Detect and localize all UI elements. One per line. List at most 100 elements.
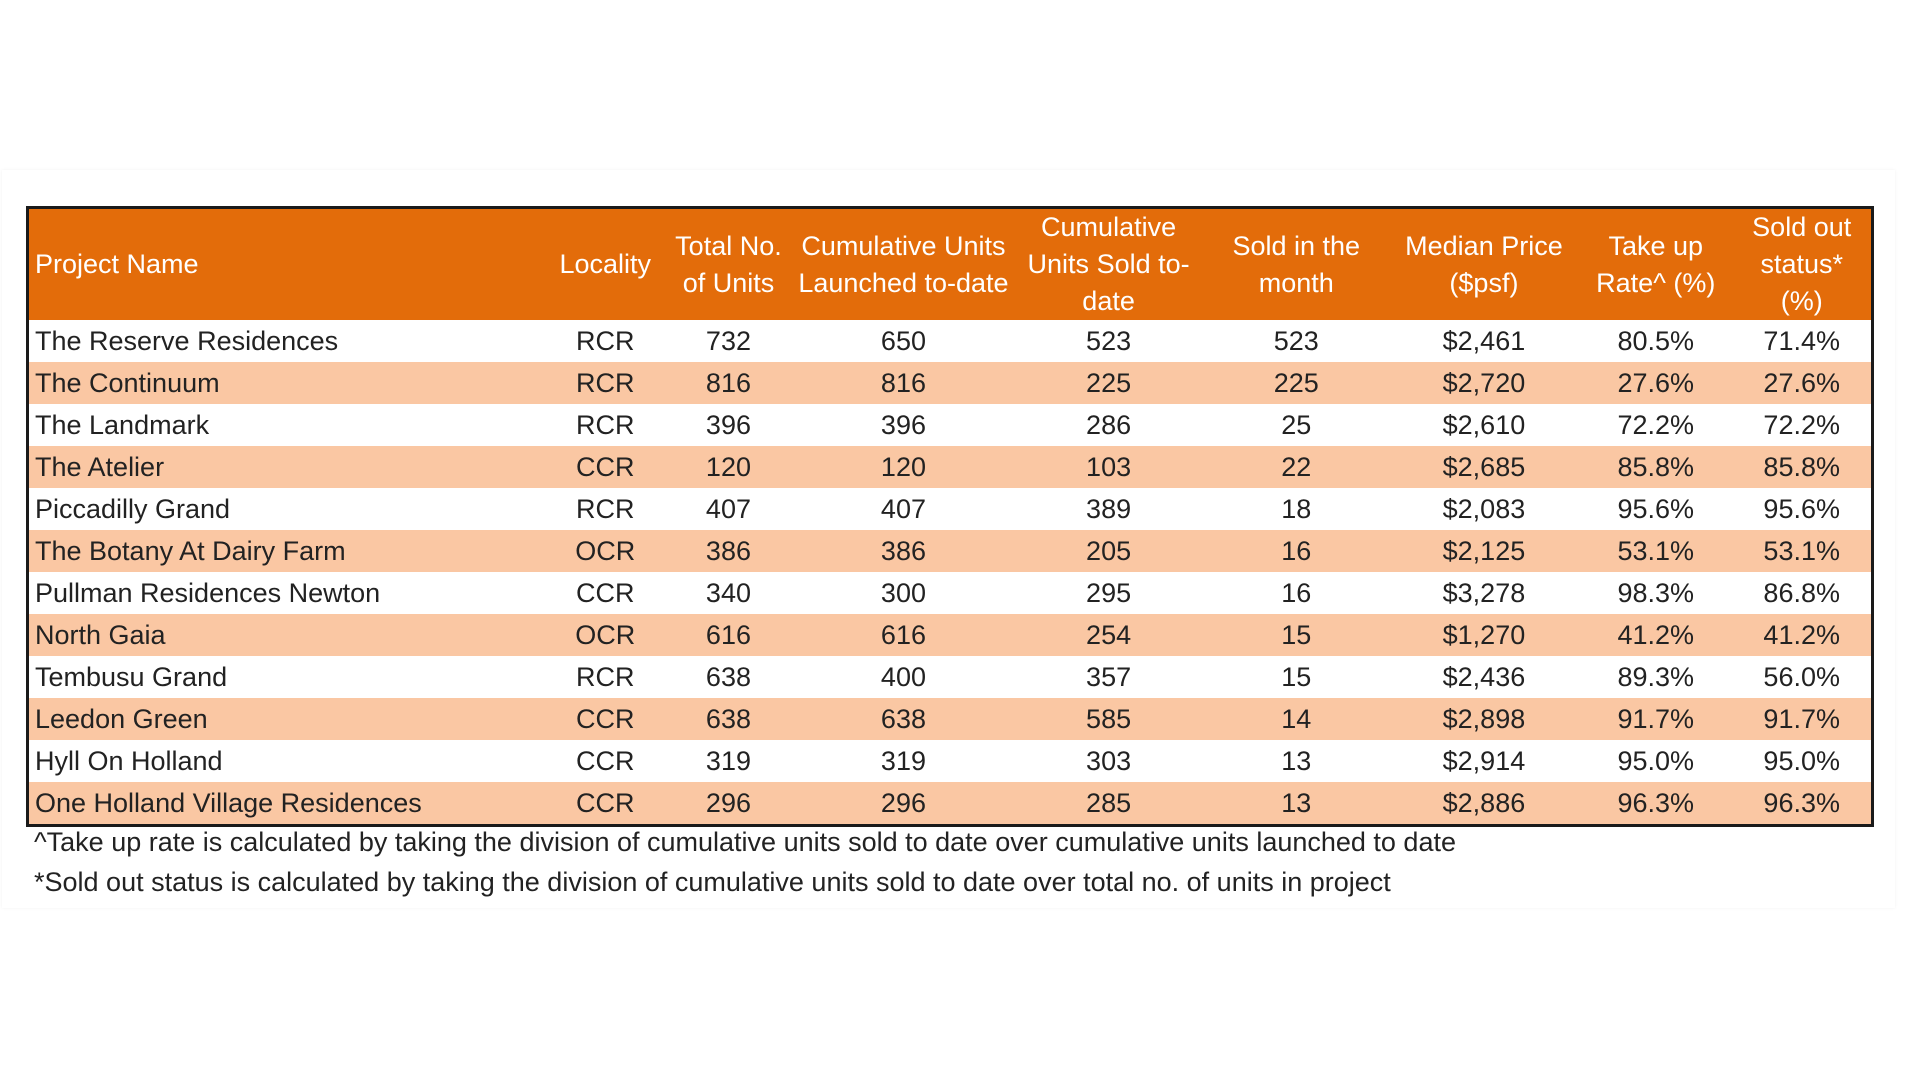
col-header-sold-in-month: Sold in the month xyxy=(1232,230,1361,298)
cell-locality: CCR xyxy=(576,787,635,818)
cell-sold-out-status: 95.0% xyxy=(1763,745,1840,776)
table-row: North Gaia OCR 616 616 254 15 $1,270 41.2% 41.2% xyxy=(29,614,1871,656)
data-table-frame: Project Name Locality Total No. of Units… xyxy=(26,206,1874,827)
cell-locality: CCR xyxy=(576,577,635,608)
cell-sold-out-status: 86.8% xyxy=(1763,577,1840,608)
cell-project-name: North Gaia xyxy=(35,619,166,650)
cell-total-units: 319 xyxy=(705,745,751,776)
cell-sold-out-status: 96.3% xyxy=(1763,787,1840,818)
table-row: Pullman Residences Newton CCR 340 300 295 16 $… xyxy=(29,572,1871,614)
cell-cumulative-launched: 396 xyxy=(880,409,926,440)
table-row: Hyll On Holland CCR 319 319 303 13 $2,914 95.0%… xyxy=(29,740,1871,782)
cell-median-price: $2,436 xyxy=(1442,661,1526,692)
col-header-total-units: Total No. of Units xyxy=(675,230,782,298)
cell-sold-out-status: 27.6% xyxy=(1763,367,1840,398)
cell-locality: OCR xyxy=(575,535,636,566)
cell-median-price: $2,610 xyxy=(1442,409,1526,440)
cell-sold-in-month: 18 xyxy=(1281,493,1312,524)
cell-take-up-rate: 27.6% xyxy=(1617,367,1695,398)
cell-locality: CCR xyxy=(576,451,635,482)
cell-cumulative-sold: 523 xyxy=(1086,325,1132,356)
footnote-sold-out-status: *Sold out status is calculated by taking… xyxy=(34,867,1391,897)
cell-total-units: 296 xyxy=(705,787,751,818)
cell-take-up-rate: 85.8% xyxy=(1617,451,1695,482)
footnote-take-up-rate: ^Take up rate is calculated by taking th… xyxy=(34,827,1456,857)
cell-total-units: 120 xyxy=(705,451,751,482)
cell-sold-in-month: 16 xyxy=(1281,577,1312,608)
cell-median-price: $2,083 xyxy=(1442,493,1526,524)
cell-median-price: $3,278 xyxy=(1442,577,1526,608)
cell-locality: RCR xyxy=(576,367,635,398)
table-row: The Atelier CCR 120 120 103 22 $2,685 85.8% 85.8… xyxy=(29,446,1871,488)
cell-take-up-rate: 89.3% xyxy=(1617,661,1695,692)
cell-sold-out-status: 41.2% xyxy=(1763,619,1840,650)
table-row: The Reserve Residences RCR 732 650 523 523 $2,… xyxy=(29,320,1871,362)
cell-take-up-rate: 95.6% xyxy=(1617,493,1695,524)
cell-sold-in-month: 523 xyxy=(1273,325,1319,356)
cell-cumulative-launched: 400 xyxy=(880,661,926,692)
cell-take-up-rate: 80.5% xyxy=(1617,325,1695,356)
cell-median-price: $2,461 xyxy=(1442,325,1526,356)
col-header-locality: Locality xyxy=(559,249,652,279)
cell-cumulative-launched: 300 xyxy=(880,577,926,608)
cell-cumulative-sold: 225 xyxy=(1086,367,1132,398)
table-row: One Holland Village Residences CCR 296 296 2… xyxy=(29,782,1871,824)
cell-sold-out-status: 95.6% xyxy=(1763,493,1840,524)
cell-total-units: 732 xyxy=(705,325,751,356)
cell-cumulative-launched: 120 xyxy=(880,451,926,482)
cell-median-price: $2,886 xyxy=(1442,787,1526,818)
cell-cumulative-sold: 286 xyxy=(1086,409,1132,440)
cell-cumulative-launched: 616 xyxy=(880,619,926,650)
cell-sold-out-status: 72.2% xyxy=(1763,409,1840,440)
cell-project-name: Leedon Green xyxy=(35,703,208,734)
cell-take-up-rate: 96.3% xyxy=(1617,787,1695,818)
table-body: The Reserve Residences RCR 732 650 523 523 $2,… xyxy=(29,320,1871,824)
cell-total-units: 386 xyxy=(705,535,751,566)
cell-locality: RCR xyxy=(576,409,635,440)
cell-median-price: $1,270 xyxy=(1442,619,1526,650)
cell-project-name: Piccadilly Grand xyxy=(35,493,231,524)
cell-median-price: $2,125 xyxy=(1442,535,1526,566)
cell-cumulative-launched: 407 xyxy=(880,493,926,524)
cell-project-name: The Botany At Dairy Farm xyxy=(35,535,346,566)
cell-cumulative-sold: 295 xyxy=(1086,577,1132,608)
cell-locality: OCR xyxy=(575,619,636,650)
cell-cumulative-sold: 303 xyxy=(1086,745,1132,776)
cell-median-price: $2,720 xyxy=(1442,367,1526,398)
table-row: Leedon Green CCR 638 638 585 14 $2,898 91.7% 91.… xyxy=(29,698,1871,740)
col-header-cumulative-sold: Cumulative Units Sold to-date xyxy=(1027,212,1190,316)
cell-take-up-rate: 91.7% xyxy=(1617,703,1695,734)
cell-median-price: $2,685 xyxy=(1442,451,1526,482)
cell-sold-in-month: 15 xyxy=(1281,619,1312,650)
cell-sold-out-status: 91.7% xyxy=(1763,703,1840,734)
cell-locality: RCR xyxy=(576,661,635,692)
cell-sold-in-month: 13 xyxy=(1281,787,1312,818)
cell-sold-in-month: 14 xyxy=(1281,703,1312,734)
cell-total-units: 340 xyxy=(705,577,751,608)
cell-take-up-rate: 72.2% xyxy=(1617,409,1695,440)
cell-cumulative-launched: 638 xyxy=(880,703,926,734)
cell-locality: CCR xyxy=(576,703,635,734)
cell-sold-in-month: 22 xyxy=(1281,451,1312,482)
cell-cumulative-launched: 650 xyxy=(880,325,926,356)
cell-locality: CCR xyxy=(576,745,635,776)
cell-total-units: 638 xyxy=(705,703,751,734)
cell-median-price: $2,898 xyxy=(1442,703,1526,734)
cell-sold-in-month: 16 xyxy=(1281,535,1312,566)
col-header-sold-out-status: Sold out status* (%) xyxy=(1752,212,1852,316)
cell-project-name: One Holland Village Residences xyxy=(35,787,422,818)
col-header-take-up-rate: Take up Rate^ (%) xyxy=(1596,230,1716,298)
cell-cumulative-sold: 285 xyxy=(1086,787,1132,818)
cell-sold-in-month: 25 xyxy=(1281,409,1312,440)
sales-table: Project Name Locality Total No. of Units… xyxy=(29,209,1871,824)
cell-total-units: 616 xyxy=(705,619,751,650)
cell-locality: RCR xyxy=(576,493,635,524)
cell-total-units: 638 xyxy=(705,661,751,692)
table-panel: Project Name Locality Total No. of Units… xyxy=(2,170,1895,908)
cell-project-name: The Atelier xyxy=(35,451,165,482)
cell-cumulative-launched: 386 xyxy=(880,535,926,566)
cell-sold-in-month: 225 xyxy=(1273,367,1319,398)
table-row: The Landmark RCR 396 396 286 25 $2,610 72.2% 72.… xyxy=(29,404,1871,446)
cell-sold-out-status: 53.1% xyxy=(1763,535,1840,566)
cell-project-name: Hyll On Holland xyxy=(35,745,223,776)
